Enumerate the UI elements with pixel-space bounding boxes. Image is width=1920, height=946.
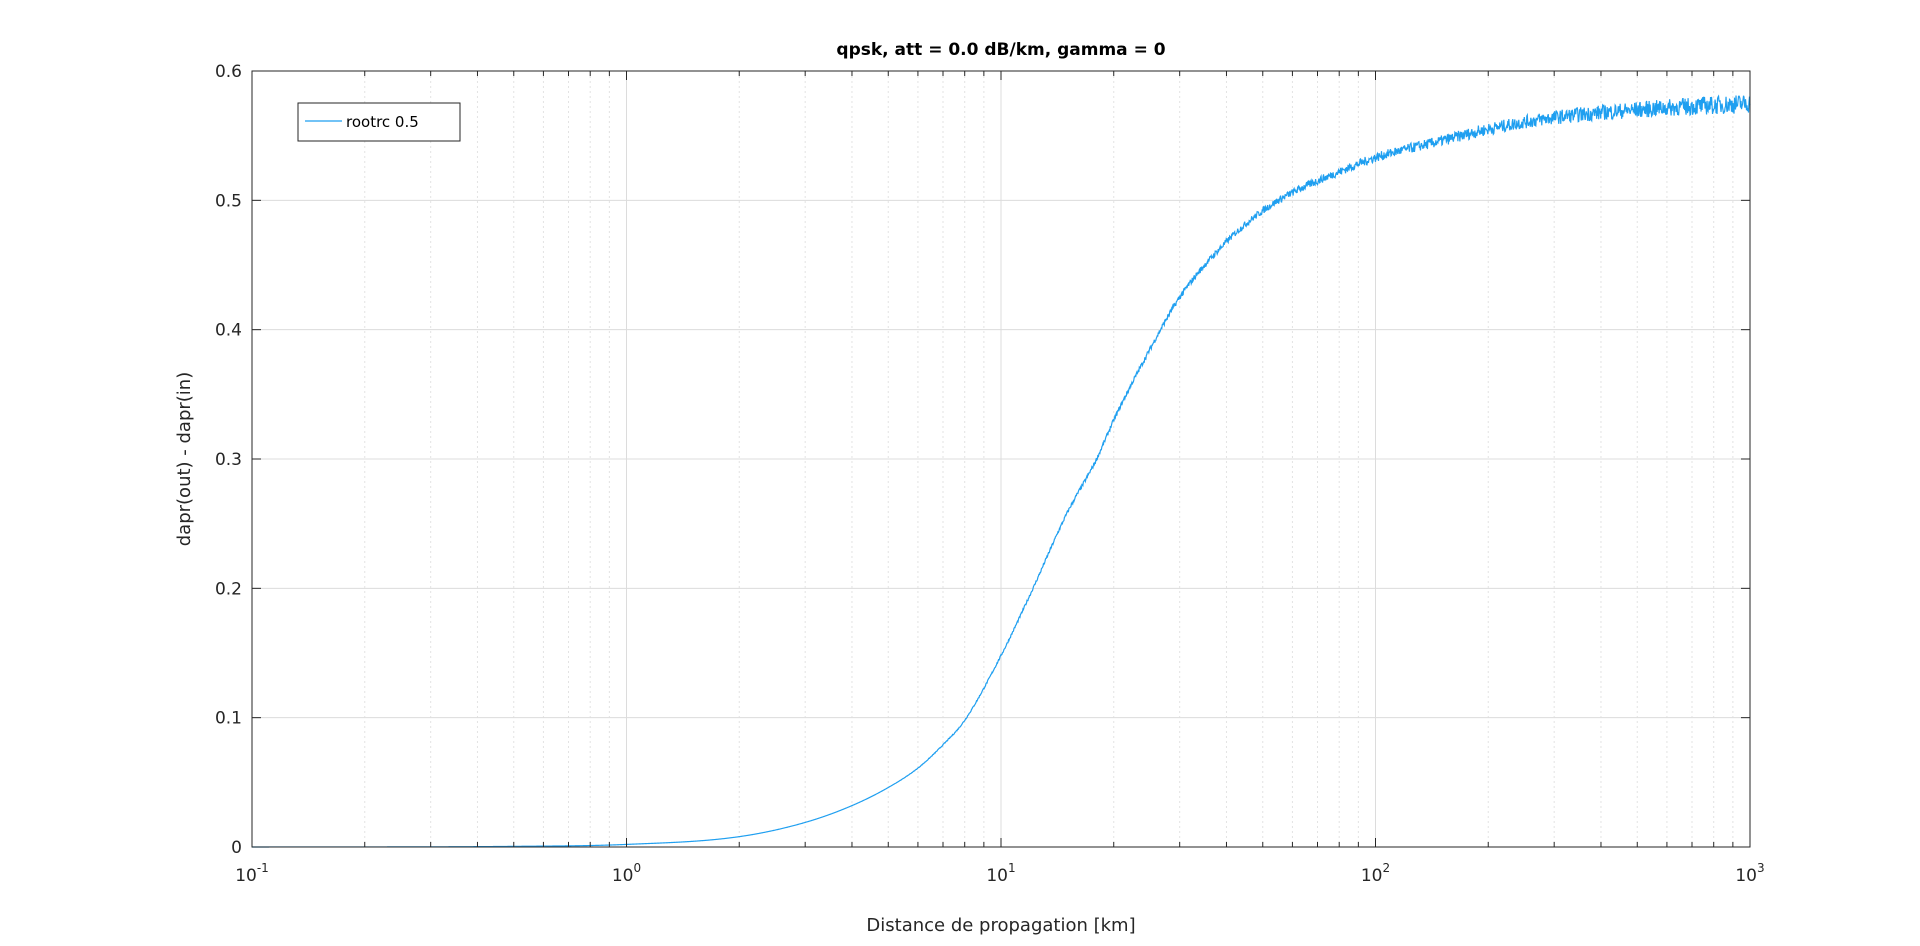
y-tick-label: 0.1: [215, 709, 242, 729]
y-tick-label: 0: [231, 838, 242, 858]
y-tick-label: 0.3: [215, 450, 242, 470]
y-tick-label: 0.6: [215, 62, 242, 82]
legend-box: [297, 102, 461, 142]
x-axis-label: Distance de propagation [km]: [866, 915, 1135, 936]
x-tick-label: 10-1: [235, 861, 269, 886]
axis-ticks: 10-1 100 101 102 103 0 0.1 0.2 0.3 0.4 0.5 0.6: [215, 62, 1765, 886]
x-tick-label: 103: [1735, 861, 1764, 886]
x-tick-label: 101: [986, 861, 1015, 886]
series-line: [252, 94, 1751, 848]
series-layer: [252, 94, 1751, 848]
chart-title: qpsk, att = 0.0 dB/km, gamma = 0: [836, 40, 1165, 60]
legend-label: rootrc 0.5: [346, 113, 419, 131]
y-tick-label: 0.5: [215, 191, 242, 211]
grid: [252, 71, 1750, 847]
x-tick-label: 102: [1361, 861, 1390, 886]
y-axis-label: dapr(out) - dapr(in): [174, 372, 195, 546]
y-tick-label: 0.2: [215, 579, 242, 599]
legend: rootrc 0.5: [297, 102, 461, 142]
y-tick-label: 0.4: [215, 321, 242, 341]
x-tick-label: 100: [612, 861, 641, 886]
